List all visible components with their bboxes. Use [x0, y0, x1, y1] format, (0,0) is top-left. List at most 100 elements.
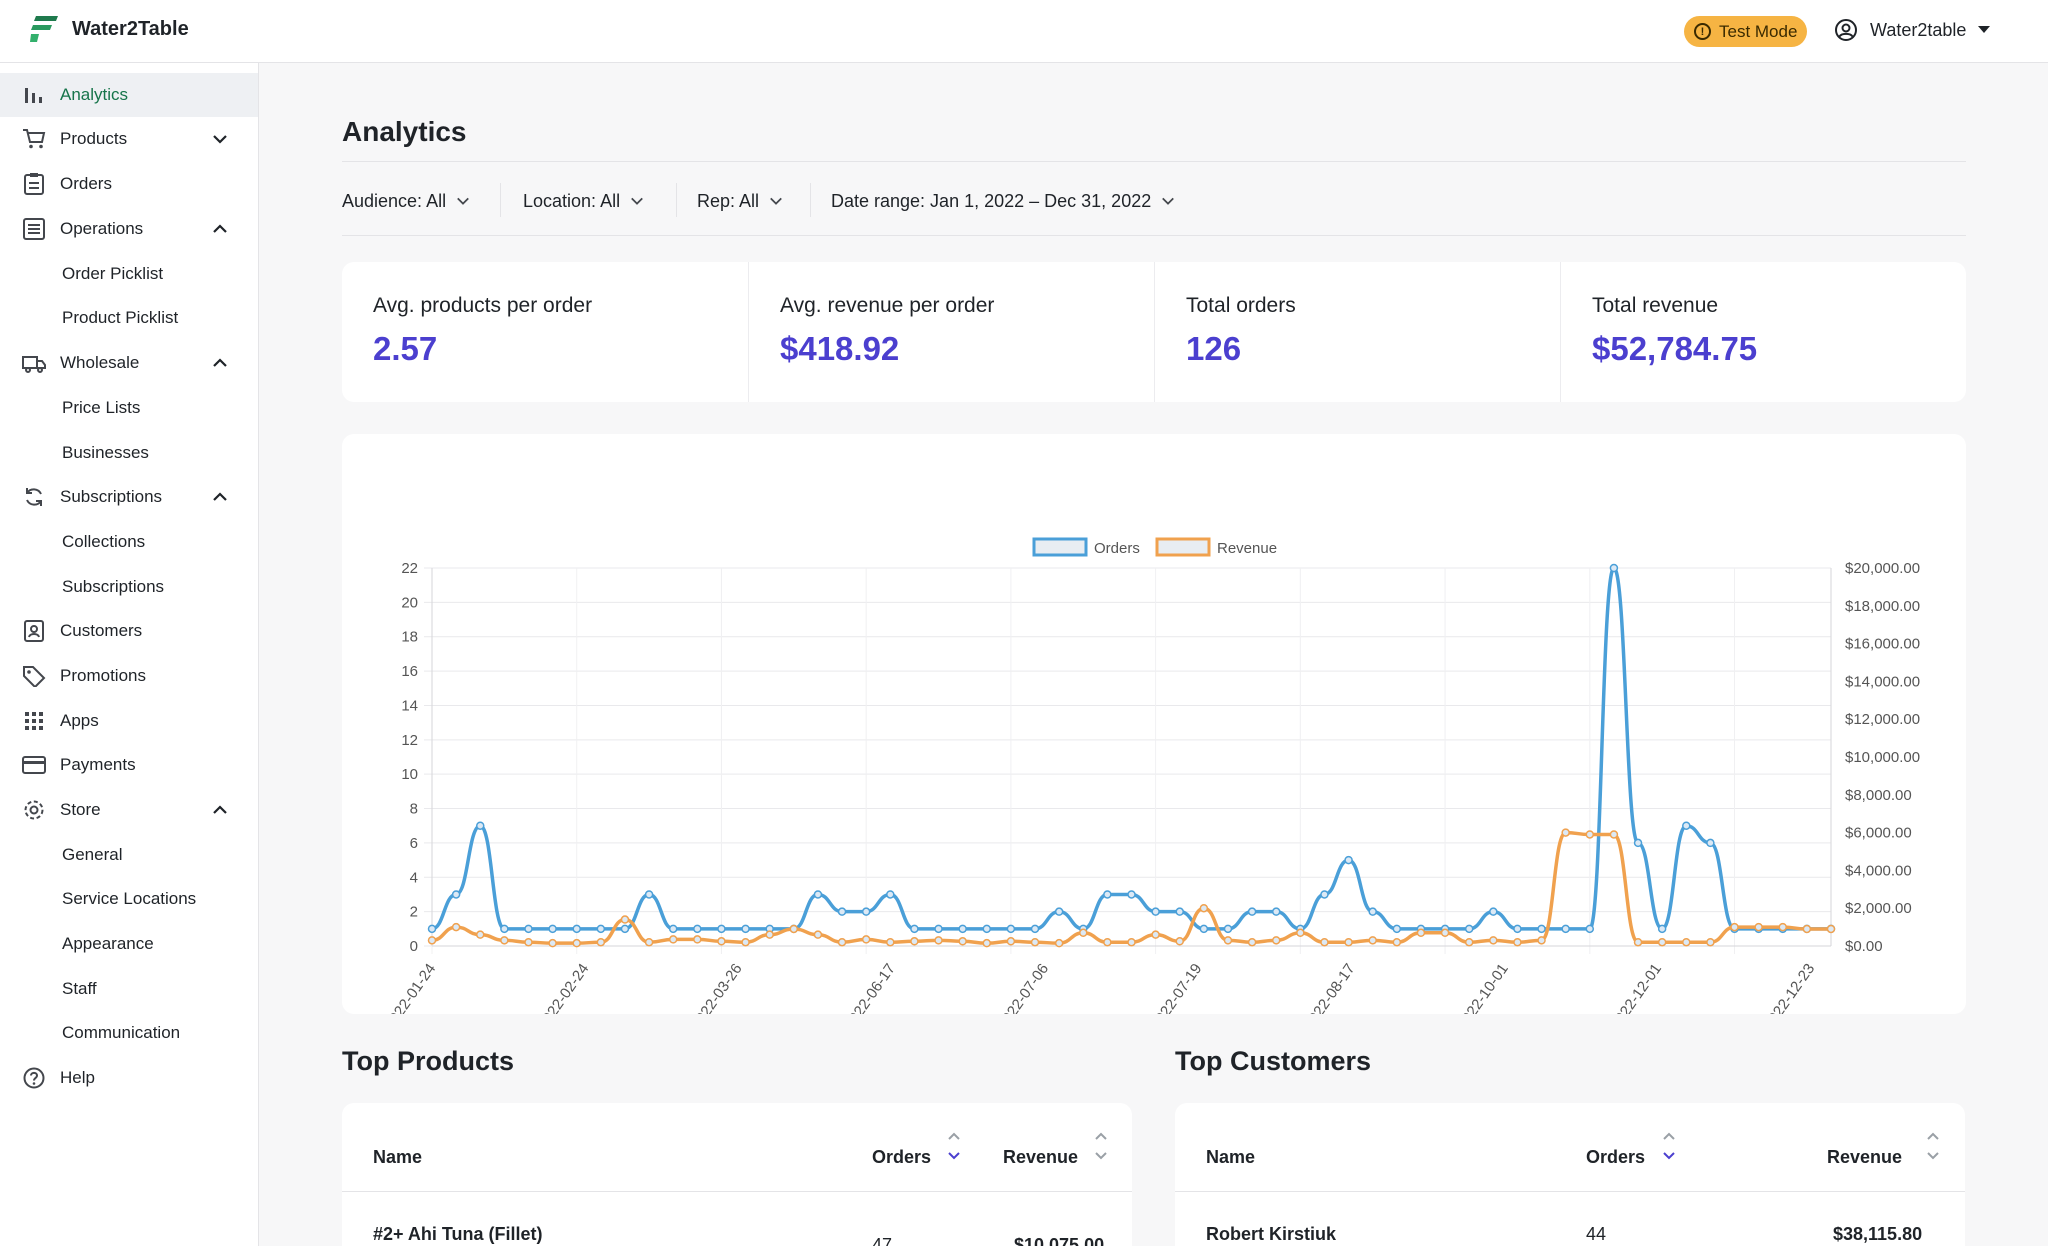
y-right-tick-label: $6,000.00: [1845, 825, 1912, 842]
top-customers-title: Top Customers: [1175, 1046, 1372, 1076]
orders-data-point: [1368, 907, 1377, 916]
revenue-data-point: [1537, 936, 1546, 945]
sidebar-item-communication[interactable]: Communication: [62, 1023, 181, 1042]
sidebar-item-promotions[interactable]: Promotions: [0, 654, 258, 698]
column-header-orders[interactable]: Orders: [1586, 1147, 1646, 1167]
revenue-data-point: [1657, 937, 1667, 947]
x-tick-label: 2022-07-06: [994, 961, 1052, 1014]
sidebar-item-collections[interactable]: Collections: [62, 532, 146, 551]
y-right-tick-label: $20,000.00: [1845, 560, 1920, 577]
sidebar-item-subscriptions[interactable]: Subscriptions: [0, 475, 258, 519]
orders-data-point: [861, 907, 871, 916]
orders-data-point: [1344, 855, 1353, 865]
cart-icon: [23, 129, 46, 149]
y-left-tick-label: 2: [410, 904, 418, 921]
column-header-revenue[interactable]: Revenue: [1827, 1147, 1903, 1167]
orders-series-line: [431, 566, 1831, 931]
sidebar-item-customers[interactable]: Customers: [0, 609, 258, 653]
table-row-revenue: $10,075.00: [1014, 1235, 1105, 1246]
orders-data-point: [813, 890, 823, 899]
x-tick-label: 2022-01-24: [381, 961, 439, 1014]
sidebar-item-order-picklist[interactable]: Order Picklist: [62, 264, 164, 283]
revenue-data-point: [1754, 922, 1763, 932]
sidebar-item-payments[interactable]: Payments: [0, 743, 258, 787]
top-products-title: Top Products: [342, 1046, 514, 1076]
revenue-data-point: [1585, 830, 1595, 839]
orders-data-point: [1682, 821, 1691, 830]
sort-icon[interactable]: [946, 1127, 962, 1167]
column-header-revenue[interactable]: Revenue: [1003, 1147, 1079, 1167]
revenue-data-point: [813, 930, 823, 939]
revenue-data-point: [1271, 936, 1281, 945]
revenue-data-point: [1296, 928, 1305, 938]
audience-filter[interactable]: Audience: All: [342, 187, 470, 215]
sort-icon[interactable]: [1661, 1127, 1677, 1167]
divider: [342, 235, 1966, 236]
sort-icon[interactable]: [1925, 1127, 1941, 1167]
sidebar-item-subscriptions-list[interactable]: Subscriptions: [62, 577, 165, 596]
sidebar-item-products[interactable]: Products: [0, 117, 258, 161]
rep-filter[interactable]: Rep: All: [697, 187, 783, 215]
revenue-data-point: [1633, 937, 1643, 947]
stat-total-revenue: Total revenue $52,784.75: [1560, 262, 1966, 402]
sidebar-item-staff[interactable]: Staff: [62, 979, 97, 998]
sidebar-item-service-locations[interactable]: Service Locations: [62, 889, 197, 908]
sidebar-item-appearance[interactable]: Appearance: [62, 934, 154, 953]
location-filter[interactable]: Location: All: [523, 187, 644, 215]
y-left-tick-label: 18: [401, 629, 418, 646]
revenue-data-point: [572, 938, 581, 948]
sidebar: Analytics Products Orders Operations Ord…: [0, 63, 259, 1246]
divider: [810, 183, 811, 217]
sidebar-item-operations[interactable]: Operations: [0, 207, 258, 251]
column-header-name[interactable]: Name: [1206, 1147, 1256, 1167]
revenue-data-point: [524, 937, 533, 947]
logo-icon: [30, 16, 58, 42]
revenue-data-point: [475, 930, 485, 939]
sidebar-item-product-picklist[interactable]: Product Picklist: [62, 308, 179, 327]
revenue-data-point: [668, 935, 678, 944]
sort-icon[interactable]: [1093, 1127, 1109, 1167]
revenue-data-point: [861, 935, 871, 944]
orders-data-point: [1585, 924, 1595, 934]
table-row-name[interactable]: #2+ Ahi Tuna (Fillet): [373, 1224, 543, 1244]
card-icon: [22, 756, 46, 774]
chevron-up-icon: [213, 492, 227, 501]
orders-data-point: [1127, 890, 1136, 899]
revenue-data-point: [1223, 936, 1233, 945]
orders-data-point: [1513, 924, 1522, 934]
orders-data-point: [958, 924, 967, 934]
orders-data-point: [1561, 924, 1570, 934]
grid-icon: [25, 712, 43, 730]
column-header-name[interactable]: Name: [373, 1147, 423, 1167]
revenue-data-point: [548, 938, 557, 948]
sidebar-item-apps[interactable]: Apps: [0, 699, 258, 743]
sidebar-item-businesses[interactable]: Businesses: [62, 443, 149, 462]
account-menu[interactable]: Water2table: [1834, 18, 1991, 42]
table-row-name[interactable]: Robert Kirstiuk: [1206, 1224, 1337, 1244]
divider: [500, 183, 501, 217]
sidebar-item-analytics[interactable]: Analytics: [0, 73, 258, 117]
test-mode-badge[interactable]: ! Test Mode: [1684, 16, 1808, 47]
orders-data-point: [500, 924, 509, 934]
brand[interactable]: Water2Table: [30, 16, 189, 42]
orders-data-point: [427, 924, 437, 934]
sidebar-item-general[interactable]: General: [62, 845, 123, 864]
help-icon: [23, 1067, 45, 1089]
column-header-orders[interactable]: Orders: [872, 1147, 932, 1167]
orders-data-point: [1537, 924, 1546, 934]
sidebar-item-help[interactable]: Help: [0, 1056, 258, 1100]
revenue-data-point: [1247, 937, 1257, 947]
sidebar-item-store[interactable]: Store: [0, 788, 258, 832]
revenue-data-point: [789, 924, 799, 934]
sidebar-item-price-lists[interactable]: Price Lists: [62, 398, 141, 417]
date-range-filter[interactable]: Date range: Jan 1, 2022 – Dec 31, 2022: [831, 187, 1175, 215]
table-row-revenue: $38,115.80: [1833, 1224, 1923, 1244]
revenue-data-point: [620, 915, 630, 924]
x-tick-label: 2022-08-17: [1301, 961, 1359, 1014]
sidebar-item-wholesale[interactable]: Wholesale: [0, 341, 258, 385]
stat-avg-products: Avg. products per order 2.57: [373, 294, 593, 367]
sidebar-item-orders[interactable]: Orders: [0, 162, 258, 206]
revenue-data-point: [1127, 937, 1136, 947]
orders-data-point: [837, 907, 847, 916]
y-right-tick-label: $8,000.00: [1845, 787, 1912, 804]
